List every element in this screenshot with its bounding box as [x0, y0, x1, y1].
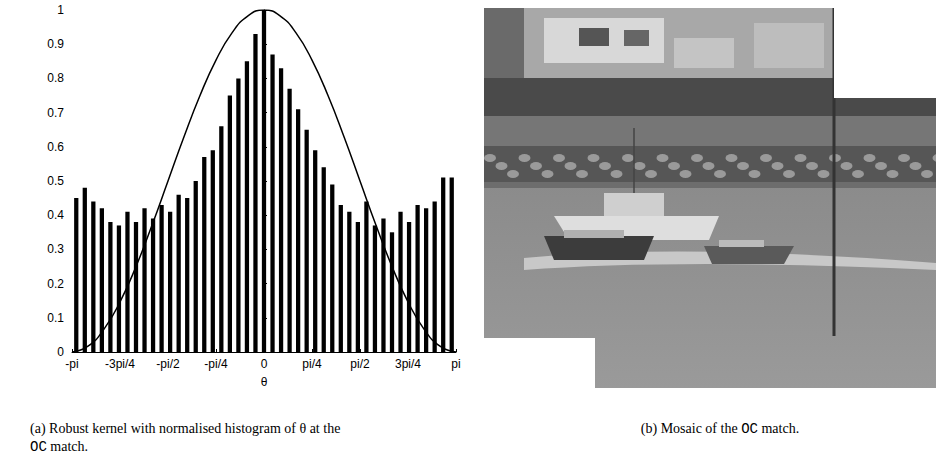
svg-text:0.6: 0.6 — [47, 140, 64, 154]
svg-text:0: 0 — [261, 357, 268, 371]
svg-text:0.9: 0.9 — [47, 37, 64, 51]
svg-text:0.2: 0.2 — [47, 277, 64, 291]
svg-text:-pi/2: -pi/2 — [156, 357, 180, 371]
svg-text:0: 0 — [57, 345, 64, 359]
svg-text:-pi/4: -pi/4 — [204, 357, 228, 371]
svg-text:pi: pi — [451, 357, 460, 371]
svg-text:0.1: 0.1 — [47, 311, 64, 325]
svg-text:1: 1 — [57, 3, 64, 17]
svg-text:0.5: 0.5 — [47, 174, 64, 188]
svg-text:0.3: 0.3 — [47, 242, 64, 256]
svg-text:-pi: -pi — [65, 357, 78, 371]
svg-text:0.4: 0.4 — [47, 208, 64, 222]
svg-text:pi/2: pi/2 — [350, 357, 370, 371]
svg-text:0.8: 0.8 — [47, 71, 64, 85]
html-text:OC match.: OC match. — [30, 439, 88, 455]
svg-text:-3pi/4: -3pi/4 — [105, 357, 135, 371]
html-text:(a) Robust kernel with normali: (a) Robust kernel with normalised histog… — [30, 421, 341, 436]
svg-text:pi/4: pi/4 — [302, 357, 322, 371]
svg-text:θ: θ — [261, 375, 268, 389]
html-text:(b) Mosaic of the OC match.: (b) Mosaic of the OC match. — [640, 421, 800, 437]
svg-text:3pi/4: 3pi/4 — [395, 357, 421, 371]
svg-text:0.7: 0.7 — [47, 106, 64, 120]
